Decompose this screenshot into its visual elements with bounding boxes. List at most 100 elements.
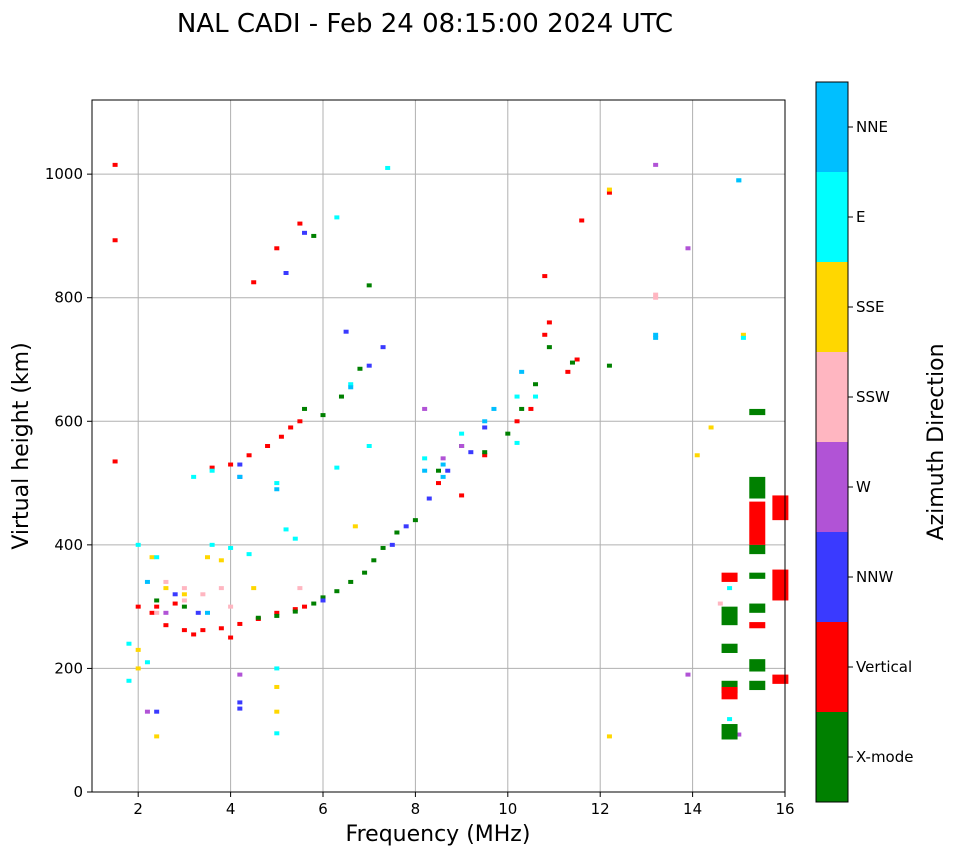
data-point-x-mode: [348, 579, 354, 584]
data-point-x-mode: [366, 283, 372, 288]
data-bar-vertical: [721, 572, 738, 582]
data-point-vertical: [514, 419, 520, 424]
data-point-x-mode: [505, 431, 511, 436]
data-point-sse: [181, 592, 187, 597]
y-tick-label: 400: [54, 536, 83, 554]
data-point-w: [685, 672, 691, 677]
data-point-e: [292, 536, 298, 541]
data-point-sse: [708, 425, 714, 430]
data-point-ssw: [163, 579, 169, 584]
colorbar-label: Azimuth Direction: [924, 343, 949, 540]
data-point-vertical: [112, 162, 118, 167]
data-point-e: [154, 555, 160, 560]
data-point-vertical: [579, 218, 585, 223]
data-point-nne: [422, 468, 428, 473]
data-point-ssw: [653, 292, 659, 297]
data-point-x-mode: [334, 589, 340, 594]
data-bar-x-mode: [749, 680, 766, 691]
colorbar-tick-label: SSE: [856, 298, 885, 316]
data-bar-vertical: [772, 569, 789, 601]
data-point-vertical: [181, 628, 187, 633]
colorbar-tick-label: X-mode: [856, 748, 913, 766]
data-point-e: [334, 465, 340, 470]
data-point-x-mode: [412, 518, 418, 523]
data-point-nnw: [389, 542, 395, 547]
data-point-nnw: [237, 706, 243, 711]
data-point-e: [228, 545, 234, 550]
data-point-e: [209, 468, 215, 473]
data-point-e: [126, 678, 132, 683]
data-point-x-mode: [519, 406, 525, 411]
data-point-e: [209, 542, 215, 547]
data-point-e: [727, 717, 733, 722]
data-point-e: [283, 527, 289, 532]
data-point-x-mode: [394, 530, 400, 535]
data-point-nnw: [172, 592, 178, 597]
data-point-x-mode: [302, 406, 308, 411]
data-point-sse: [274, 684, 280, 689]
plot-frame: [91, 99, 786, 793]
data-bar-x-mode: [721, 643, 738, 653]
data-point-sse: [606, 187, 612, 192]
data-point-e: [191, 474, 197, 479]
data-point-vertical: [154, 604, 160, 609]
data-point-ssw: [218, 586, 224, 591]
data-point-x-mode: [357, 366, 363, 371]
data-point-e: [246, 552, 252, 557]
data-point-nne: [144, 579, 150, 584]
data-point-nne: [440, 474, 446, 479]
data-bar-x-mode: [749, 659, 766, 672]
data-point-vertical: [149, 610, 155, 615]
data-point-sse: [606, 734, 612, 739]
data-point-nnw: [283, 271, 289, 275]
data-point-e: [144, 660, 150, 665]
data-point-w: [653, 162, 659, 167]
data-point-ssw: [297, 586, 303, 591]
data-point-vertical: [191, 632, 197, 637]
colorbar-swatch-w: [816, 442, 848, 532]
y-axis-label: Virtual height (km): [9, 342, 34, 549]
grid-lines: [92, 100, 786, 793]
data-point-nnw: [302, 230, 308, 235]
data-point-nne: [205, 610, 210, 615]
data-point-e: [422, 456, 428, 461]
data-point-x-mode: [606, 363, 612, 368]
data-point-e: [514, 440, 520, 445]
data-point-nnw: [482, 425, 488, 430]
data-point-x-mode: [362, 570, 368, 575]
data-point-vertical: [297, 419, 303, 424]
data-bar-vertical: [749, 501, 766, 545]
data-point-e: [274, 481, 280, 486]
data-point-sse: [154, 734, 160, 739]
colorbar-swatch-sse: [816, 262, 848, 352]
data-point-e: [514, 394, 520, 399]
colorbar-tick-label: E: [856, 208, 865, 226]
data-point-ssw: [653, 295, 659, 300]
data-point-x-mode: [274, 613, 280, 618]
data-point-x-mode: [533, 382, 539, 387]
data-point-nnw: [343, 329, 349, 334]
data-point-w: [144, 709, 150, 714]
data-point-vertical: [292, 607, 298, 612]
data-point-nne: [653, 335, 659, 340]
data-point-w: [422, 406, 428, 411]
data-point-sse: [135, 666, 141, 671]
data-point-nne: [348, 385, 354, 390]
data-point-vertical: [200, 628, 206, 633]
data-point-e: [274, 666, 280, 671]
y-tick-label: 600: [54, 412, 83, 430]
data-point-vertical: [297, 221, 303, 226]
data-point-vertical: [265, 444, 271, 448]
data-point-x-mode: [181, 604, 187, 609]
data-bar-x-mode: [721, 724, 738, 740]
data-point-x-mode: [292, 609, 298, 614]
data-point-vertical: [163, 623, 169, 628]
colorbar-swatch-e: [816, 172, 848, 262]
data-point-ssw: [717, 601, 723, 606]
data-point-vertical: [546, 320, 552, 325]
x-tick-label: 6: [318, 800, 328, 818]
data-point-e: [459, 431, 465, 436]
colorbar-tick-label: NNW: [856, 568, 893, 586]
data-point-vertical: [565, 369, 571, 374]
data-point-w: [736, 732, 742, 737]
